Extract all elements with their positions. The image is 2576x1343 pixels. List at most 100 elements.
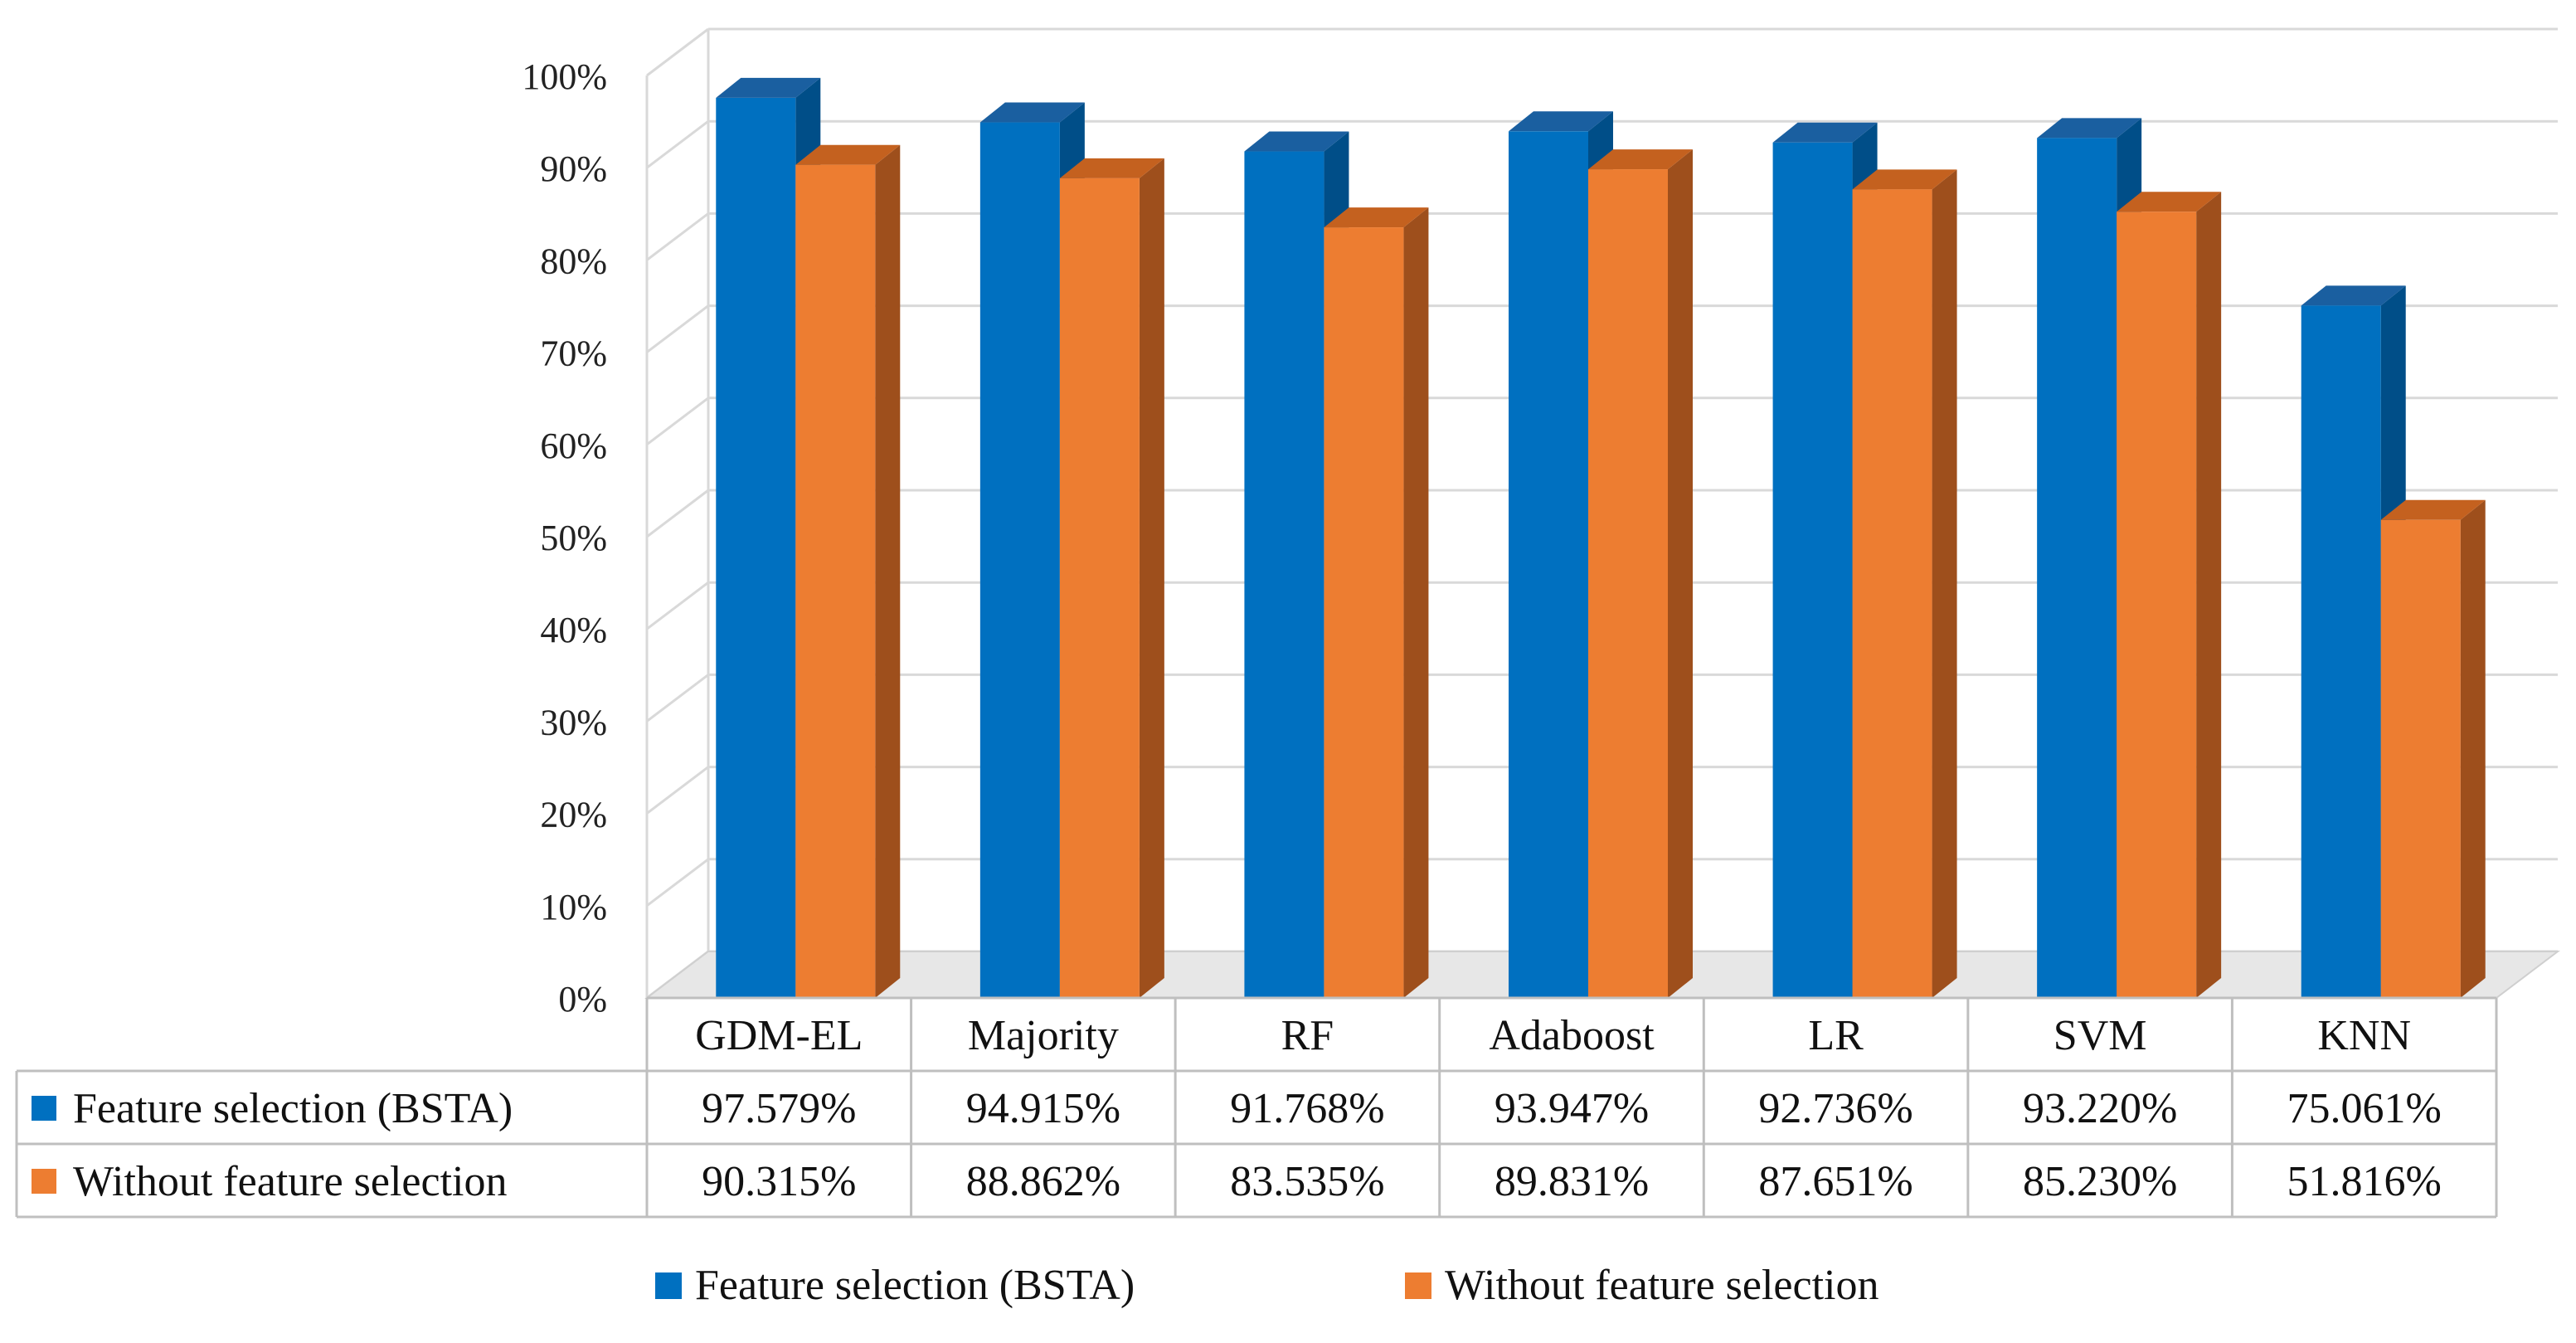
bar-top bbox=[795, 144, 901, 165]
table-cell-value: 94.915% bbox=[966, 1085, 1120, 1132]
bars bbox=[716, 77, 2486, 999]
gridline-side bbox=[646, 304, 709, 353]
table-series-key bbox=[32, 1096, 56, 1121]
bar-front bbox=[1852, 189, 1932, 999]
bar-side bbox=[875, 144, 901, 998]
bar-top bbox=[2380, 499, 2486, 520]
y-axis-ticks: 0% 10% 20% 30% 40% 50% 60% 70% 80% 90% 100% bbox=[522, 56, 607, 1019]
bar-front bbox=[795, 164, 876, 998]
legend: Feature selection (BSTA) Without feature … bbox=[655, 1262, 1879, 1309]
bar-front bbox=[1324, 227, 1404, 998]
gridline-side bbox=[646, 858, 709, 907]
category-label: KNN bbox=[2317, 1012, 2411, 1059]
legend-swatch bbox=[1405, 1272, 1431, 1299]
table-cell-value: 92.736% bbox=[1758, 1085, 1913, 1132]
table-cell-value: 91.768% bbox=[1230, 1085, 1384, 1132]
table-series-key bbox=[32, 1169, 56, 1194]
table-cell-value: 89.831% bbox=[1495, 1158, 1649, 1205]
category-label: LR bbox=[1808, 1012, 1864, 1059]
bar-top bbox=[1509, 111, 1613, 132]
bar-top bbox=[2301, 285, 2406, 306]
bar-front bbox=[1059, 178, 1140, 998]
bar-feature-selection-knn bbox=[2301, 285, 2406, 999]
bar-without-feature-selection-svm bbox=[2117, 192, 2222, 998]
table-cell-value: 88.862% bbox=[966, 1158, 1120, 1205]
legend-label: Without feature selection bbox=[1445, 1262, 1879, 1309]
y-tick-label: 60% bbox=[540, 426, 607, 466]
y-tick-label: 70% bbox=[540, 333, 607, 374]
gridline-side bbox=[646, 674, 709, 723]
category-label: Adaboost bbox=[1489, 1012, 1655, 1059]
table-row-label: Without feature selection bbox=[73, 1158, 507, 1205]
y-tick-label: 0% bbox=[558, 979, 607, 1019]
bar-front bbox=[1588, 169, 1668, 998]
bar-without-feature-selection-adaboost bbox=[1588, 149, 1693, 998]
bar-top bbox=[979, 102, 1085, 123]
legend-item: Without feature selection bbox=[1405, 1262, 1879, 1309]
category-label: GDM-EL bbox=[695, 1012, 863, 1059]
bar-top bbox=[1588, 149, 1693, 170]
bar-front bbox=[1772, 142, 1853, 999]
gridline-side bbox=[646, 489, 709, 538]
bar-top bbox=[716, 77, 821, 98]
gridline-side bbox=[646, 27, 709, 77]
gridline-side bbox=[646, 581, 709, 630]
bar-side bbox=[1403, 207, 1429, 998]
category-label: SVM bbox=[2054, 1012, 2147, 1059]
bar-side bbox=[2460, 499, 2486, 998]
y-tick-label: 30% bbox=[540, 702, 607, 742]
bar-front bbox=[2301, 305, 2381, 999]
y-tick-label: 100% bbox=[522, 56, 607, 97]
data-table: GDM-EL Majority RF Adaboost LR SVM KNN Feature … bbox=[15, 996, 2498, 1219]
y-tick-label: 50% bbox=[540, 518, 607, 558]
legend-item: Feature selection (BSTA) bbox=[655, 1262, 1135, 1309]
bar-without-feature-selection-knn bbox=[2380, 499, 2486, 998]
gridline-side bbox=[646, 120, 709, 169]
legend-swatch bbox=[655, 1272, 682, 1299]
bar-top bbox=[1324, 207, 1429, 228]
bar-side bbox=[1139, 158, 1164, 998]
category-label: RF bbox=[1281, 1012, 1334, 1059]
legend-label: Feature selection (BSTA) bbox=[695, 1262, 1135, 1309]
bar-side bbox=[1932, 169, 1957, 999]
bar-top bbox=[2037, 118, 2142, 139]
table-cell-value: 93.947% bbox=[1495, 1085, 1649, 1132]
bar-top bbox=[1772, 122, 1878, 143]
table-row-label: Feature selection (BSTA) bbox=[73, 1085, 513, 1132]
bar-top bbox=[1059, 158, 1164, 178]
bar-top bbox=[1852, 169, 1957, 190]
gridline-side bbox=[646, 397, 709, 445]
gridline-side bbox=[646, 212, 709, 261]
table-cell-value: 97.579% bbox=[702, 1085, 856, 1132]
y-tick-label: 90% bbox=[540, 148, 607, 189]
bar-without-feature-selection-majority bbox=[1059, 158, 1164, 998]
bar-front bbox=[716, 97, 796, 999]
category-label: Majority bbox=[968, 1012, 1119, 1059]
table-cell-value: 93.220% bbox=[2023, 1085, 2177, 1132]
gridline-side bbox=[646, 766, 709, 815]
bar-front bbox=[1509, 131, 1588, 999]
bar-top bbox=[1244, 131, 1349, 152]
bar-front bbox=[1244, 151, 1324, 998]
bar-without-feature-selection-gdm-el bbox=[795, 144, 901, 998]
table-cell-value: 83.535% bbox=[1230, 1158, 1384, 1205]
table-cell-value: 87.651% bbox=[1758, 1158, 1913, 1205]
bar-without-feature-selection-rf bbox=[1324, 207, 1429, 998]
bar-side bbox=[1668, 149, 1693, 998]
y-tick-label: 20% bbox=[540, 795, 607, 835]
bar-front bbox=[2117, 212, 2197, 998]
bar-front bbox=[979, 122, 1060, 999]
table-cell-value: 75.061% bbox=[2287, 1085, 2442, 1132]
y-tick-label: 10% bbox=[540, 887, 607, 927]
table-cell-value: 90.315% bbox=[702, 1158, 856, 1205]
bar-front bbox=[2380, 519, 2461, 998]
table-cell-value: 51.816% bbox=[2287, 1158, 2442, 1205]
y-tick-label: 40% bbox=[540, 610, 607, 650]
bar-side bbox=[2196, 192, 2222, 998]
table-cell-value: 85.230% bbox=[2023, 1158, 2177, 1205]
bar-front bbox=[2037, 138, 2117, 999]
bar-top bbox=[2117, 192, 2222, 212]
y-tick-label: 80% bbox=[540, 241, 607, 281]
bar-without-feature-selection-lr bbox=[1852, 169, 1957, 999]
